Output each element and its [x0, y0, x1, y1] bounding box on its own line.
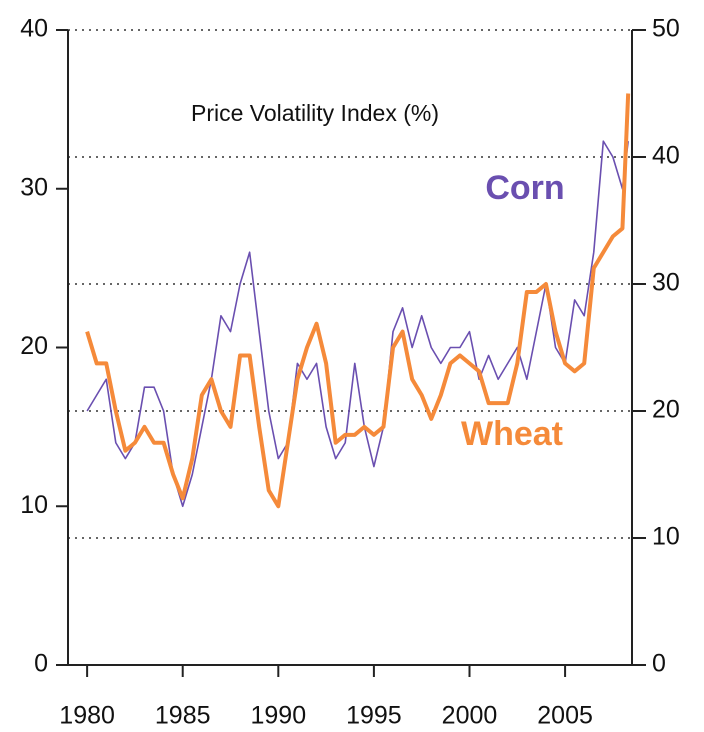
chart-title: Price Volatility Index (%)	[191, 100, 439, 126]
legend-label: Corn	[485, 169, 564, 207]
y2-tick-label: 40	[652, 142, 680, 170]
y-tick-label: 20	[20, 332, 48, 360]
x-tick-label: 1990	[250, 702, 306, 730]
y2-tick-label: 0	[652, 650, 666, 678]
y2-tick-label: 20	[652, 396, 680, 424]
x-tick-label: 1995	[346, 702, 402, 730]
x-tick-label: 1980	[59, 702, 115, 730]
series-line	[85, 93, 631, 509]
y-tick-label: 30	[20, 173, 48, 201]
y-tick-label: 0	[34, 650, 48, 678]
y2-tick-label: 50	[652, 15, 680, 43]
x-tick-label: 2000	[442, 702, 498, 730]
y-tick-label: 10	[20, 491, 48, 519]
y2-tick-label: 10	[652, 523, 680, 551]
legend-label: Wheat	[461, 415, 563, 453]
y2-tick-label: 30	[652, 269, 680, 297]
y-tick-label: 40	[20, 15, 48, 43]
x-tick-label: 1985	[155, 702, 211, 730]
x-tick-label: 2005	[537, 702, 593, 730]
